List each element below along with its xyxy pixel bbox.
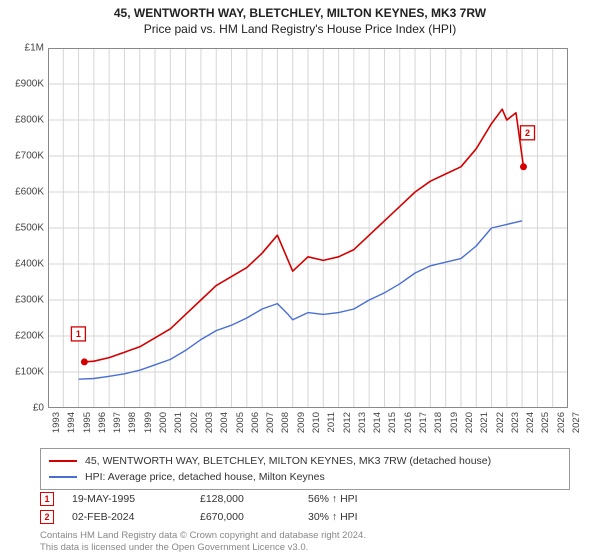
x-tick-label: 2008 bbox=[280, 412, 291, 433]
x-tick-label: 2006 bbox=[250, 412, 261, 433]
x-tick-label: 2011 bbox=[326, 412, 337, 432]
attribution-footer: Contains HM Land Registry data © Crown c… bbox=[40, 530, 570, 554]
legend-label: HPI: Average price, detached house, Milt… bbox=[85, 469, 325, 485]
x-tick-label: 2021 bbox=[479, 412, 490, 433]
sale-markers-table: 1 19-MAY-1995 £128,000 56% ↑ HPI 2 02-FE… bbox=[40, 490, 570, 526]
y-tick-label: £700K bbox=[4, 151, 44, 162]
x-tick-label: 2010 bbox=[311, 412, 322, 433]
x-tick-label: 2024 bbox=[525, 412, 536, 433]
y-tick-label: £200K bbox=[4, 331, 44, 342]
x-tick-label: 2017 bbox=[418, 412, 429, 433]
x-tick-label: 1994 bbox=[66, 412, 77, 433]
title-area: 45, WENTWORTH WAY, BLETCHLEY, MILTON KEY… bbox=[0, 0, 600, 38]
x-tick-label: 2023 bbox=[510, 412, 521, 433]
marker-badge: 1 bbox=[40, 492, 54, 506]
marker-price: £670,000 bbox=[200, 511, 290, 523]
x-tick-label: 2018 bbox=[433, 412, 444, 433]
x-tick-label: 2012 bbox=[342, 412, 353, 433]
x-tick-label: 2026 bbox=[556, 412, 567, 433]
sale-marker-row: 1 19-MAY-1995 £128,000 56% ↑ HPI bbox=[40, 490, 570, 508]
chart-title-address: 45, WENTWORTH WAY, BLETCHLEY, MILTON KEY… bbox=[10, 6, 590, 20]
x-tick-label: 2000 bbox=[158, 412, 169, 433]
x-tick-label: 1998 bbox=[127, 412, 138, 433]
y-tick-label: £800K bbox=[4, 115, 44, 126]
marker-delta: 56% ↑ HPI bbox=[308, 493, 398, 505]
x-tick-label: 1995 bbox=[82, 412, 93, 433]
chart-subtitle: Price paid vs. HM Land Registry's House … bbox=[10, 22, 590, 36]
marker-price: £128,000 bbox=[200, 493, 290, 505]
x-tick-label: 2015 bbox=[387, 412, 398, 433]
x-tick-label: 2001 bbox=[173, 412, 184, 433]
chart-svg: 12 bbox=[48, 48, 568, 408]
x-tick-label: 2022 bbox=[495, 412, 506, 433]
y-tick-label: £300K bbox=[4, 295, 44, 306]
y-tick-label: £100K bbox=[4, 367, 44, 378]
x-tick-label: 1999 bbox=[143, 412, 154, 433]
footer-line: This data is licensed under the Open Gov… bbox=[40, 542, 570, 554]
marker-date: 19-MAY-1995 bbox=[72, 493, 182, 505]
legend-swatch bbox=[49, 476, 77, 478]
y-tick-label: £400K bbox=[4, 259, 44, 270]
x-tick-label: 2002 bbox=[189, 412, 200, 433]
x-tick-label: 1993 bbox=[51, 412, 62, 433]
x-tick-label: 1997 bbox=[112, 412, 123, 433]
x-tick-label: 2014 bbox=[372, 412, 383, 433]
x-tick-label: 2019 bbox=[449, 412, 460, 433]
marker-date: 02-FEB-2024 bbox=[72, 511, 182, 523]
x-tick-label: 2016 bbox=[403, 412, 414, 433]
legend-item: 45, WENTWORTH WAY, BLETCHLEY, MILTON KEY… bbox=[49, 453, 561, 469]
y-tick-label: £0 bbox=[4, 403, 44, 414]
legend-label: 45, WENTWORTH WAY, BLETCHLEY, MILTON KEY… bbox=[85, 453, 491, 469]
y-tick-label: £900K bbox=[4, 79, 44, 90]
x-tick-label: 1996 bbox=[97, 412, 108, 433]
x-tick-label: 2013 bbox=[357, 412, 368, 433]
chart-container: 45, WENTWORTH WAY, BLETCHLEY, MILTON KEY… bbox=[0, 0, 600, 560]
plot-area: 12 bbox=[48, 48, 568, 408]
y-tick-label: £500K bbox=[4, 223, 44, 234]
marker-badge: 2 bbox=[40, 510, 54, 524]
x-tick-label: 2003 bbox=[204, 412, 215, 433]
legend-item: HPI: Average price, detached house, Milt… bbox=[49, 469, 561, 485]
x-tick-label: 2009 bbox=[296, 412, 307, 433]
y-tick-label: £1M bbox=[4, 43, 44, 54]
svg-text:1: 1 bbox=[76, 329, 81, 339]
y-tick-label: £600K bbox=[4, 187, 44, 198]
x-tick-label: 2027 bbox=[571, 412, 582, 433]
legend-swatch bbox=[49, 460, 77, 462]
legend: 45, WENTWORTH WAY, BLETCHLEY, MILTON KEY… bbox=[40, 448, 570, 490]
sale-marker-row: 2 02-FEB-2024 £670,000 30% ↑ HPI bbox=[40, 508, 570, 526]
x-tick-label: 2020 bbox=[464, 412, 475, 433]
footer-line: Contains HM Land Registry data © Crown c… bbox=[40, 530, 570, 542]
x-tick-label: 2005 bbox=[235, 412, 246, 433]
x-tick-label: 2007 bbox=[265, 412, 276, 433]
x-tick-label: 2004 bbox=[219, 412, 230, 433]
marker-delta: 30% ↑ HPI bbox=[308, 511, 398, 523]
svg-text:2: 2 bbox=[525, 128, 530, 138]
x-tick-label: 2025 bbox=[540, 412, 551, 433]
